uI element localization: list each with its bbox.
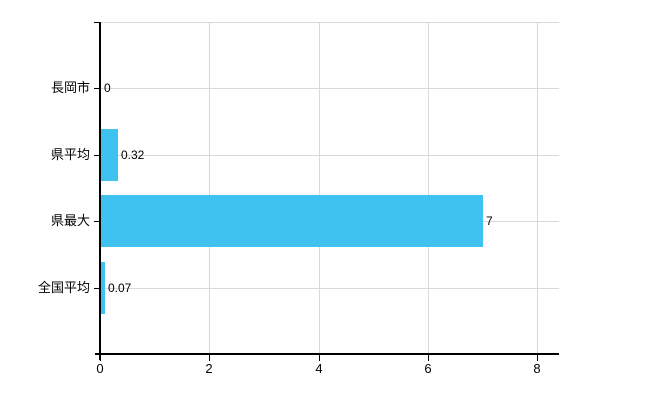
x-tick-label: 0 [96, 361, 104, 376]
value-label: 0.07 [108, 280, 132, 295]
y-gridline [101, 288, 559, 289]
x-tick [428, 355, 429, 361]
y-gridline [101, 155, 559, 156]
value-label: 0 [104, 80, 111, 95]
x-gridline [319, 22, 320, 354]
category-label: 長岡市 [50, 80, 90, 96]
bar-3 [101, 262, 105, 314]
x-gridline [209, 22, 210, 354]
x-tick [319, 355, 320, 361]
x-tick-label: 2 [205, 361, 213, 376]
x-tick [100, 355, 101, 361]
x-gridline [537, 22, 538, 354]
x-tick [537, 355, 538, 361]
x-axis [95, 353, 559, 355]
y-gridline [101, 88, 559, 89]
x-tick-label: 6 [424, 361, 432, 376]
y-tick [94, 88, 100, 89]
category-label: 全国平均 [37, 280, 90, 296]
x-tick-label: 8 [533, 361, 541, 376]
plot-top-border [100, 22, 559, 23]
y-axis [99, 22, 101, 360]
y-tick [94, 221, 100, 222]
category-label: 県平均 [50, 147, 90, 163]
x-gridline [428, 22, 429, 354]
y-tick [94, 288, 100, 289]
bar-2 [101, 195, 483, 247]
y-tick [94, 155, 100, 156]
category-label: 県最大 [50, 213, 90, 229]
bar-1 [101, 129, 118, 181]
value-label: 7 [486, 213, 493, 228]
x-tick-label: 4 [315, 361, 323, 376]
x-tick [209, 355, 210, 361]
y-tick-top [94, 22, 100, 23]
value-label: 0.32 [121, 147, 145, 162]
